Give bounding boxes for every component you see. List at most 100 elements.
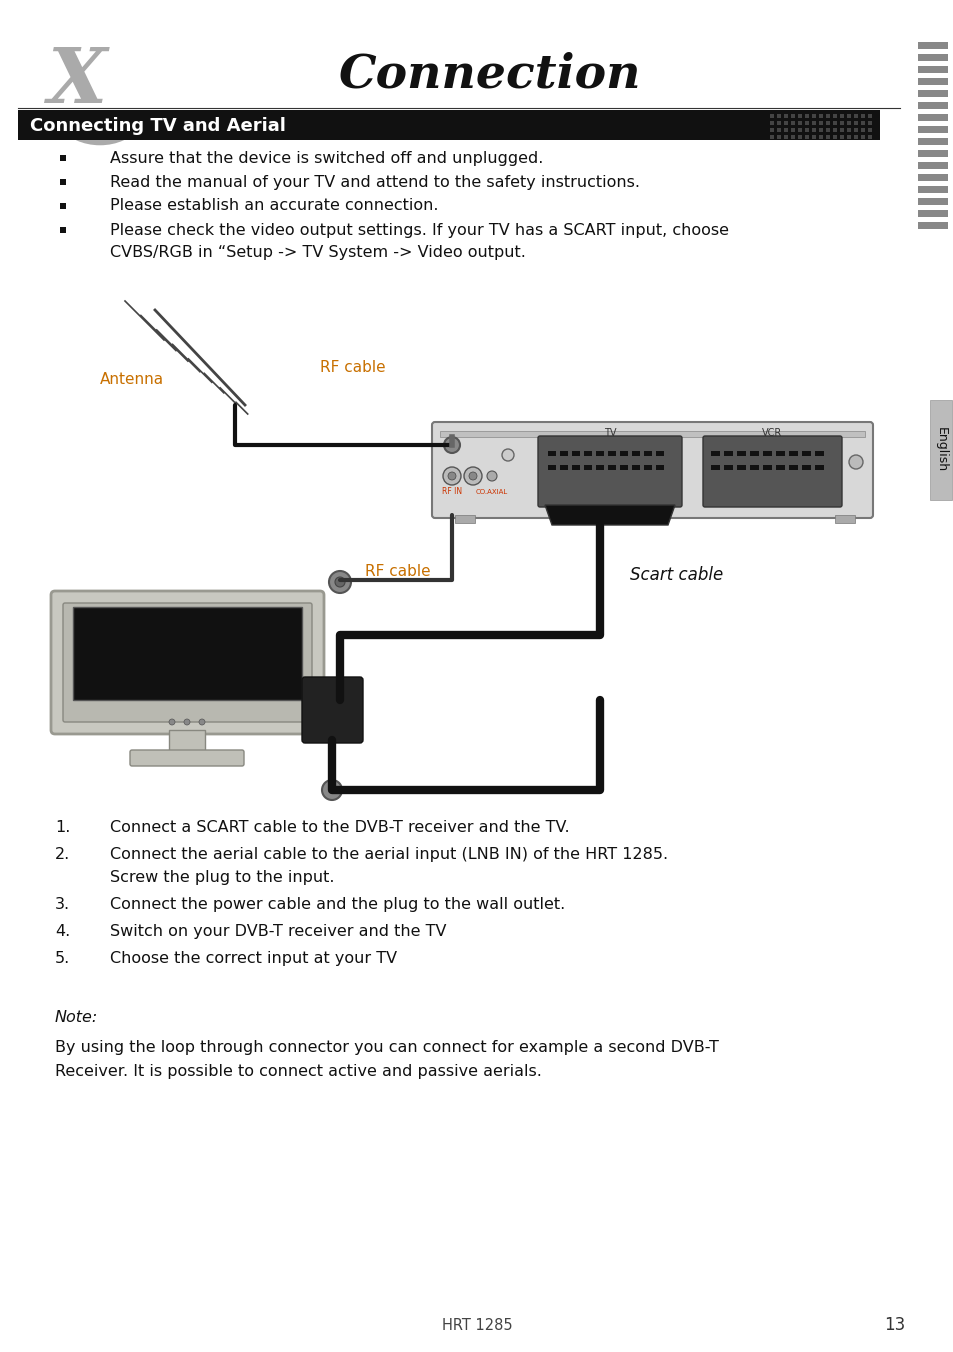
Circle shape	[169, 719, 174, 725]
Bar	[825, 120, 829, 124]
Bar	[840, 114, 843, 118]
Text: Switch on your DVB-T receiver and the TV: Switch on your DVB-T receiver and the TV	[110, 923, 446, 940]
Bar	[776, 120, 781, 124]
Bar	[769, 128, 773, 132]
Bar	[818, 114, 822, 118]
Bar	[929, 400, 951, 500]
Bar	[832, 114, 836, 118]
Bar	[656, 452, 663, 456]
Text: Screw the plug to the input.: Screw the plug to the input.	[110, 869, 335, 886]
Bar	[832, 135, 836, 139]
Bar	[656, 465, 663, 470]
Bar	[583, 465, 592, 470]
Bar	[818, 135, 822, 139]
Text: English: English	[934, 427, 946, 473]
Bar	[853, 114, 857, 118]
Bar	[825, 128, 829, 132]
Text: Connection: Connection	[338, 51, 640, 97]
Bar	[825, 135, 829, 139]
Circle shape	[448, 472, 456, 480]
Bar	[853, 128, 857, 132]
Bar	[917, 174, 947, 181]
Text: 13: 13	[882, 1315, 904, 1334]
FancyBboxPatch shape	[63, 603, 312, 722]
Bar	[769, 120, 773, 124]
Bar	[797, 114, 801, 118]
Text: Connect the power cable and the plug to the wall outlet.: Connect the power cable and the plug to …	[110, 896, 565, 913]
Text: Please establish an accurate connection.: Please establish an accurate connection.	[110, 199, 438, 214]
Bar	[853, 120, 857, 124]
Bar	[775, 452, 784, 456]
Bar	[643, 465, 651, 470]
Bar	[917, 78, 947, 85]
Bar	[825, 114, 829, 118]
Bar	[834, 515, 854, 523]
Bar	[790, 120, 794, 124]
Bar	[917, 150, 947, 157]
Text: Assure that the device is switched off and unplugged.: Assure that the device is switched off a…	[110, 150, 543, 165]
FancyBboxPatch shape	[432, 422, 872, 518]
Text: Receiver. It is possible to connect active and passive aerials.: Receiver. It is possible to connect acti…	[55, 1064, 541, 1079]
Circle shape	[463, 466, 481, 485]
Text: TV: TV	[603, 429, 616, 438]
Text: Please check the video output settings. If your TV has a SCART input, choose: Please check the video output settings. …	[110, 223, 728, 238]
Bar	[804, 114, 808, 118]
Bar	[861, 128, 864, 132]
Text: CO.AXIAL: CO.AXIAL	[476, 489, 508, 495]
Bar	[783, 114, 787, 118]
Bar	[797, 120, 801, 124]
Bar	[917, 187, 947, 193]
Bar	[818, 120, 822, 124]
Bar	[455, 515, 475, 523]
Bar	[643, 452, 651, 456]
Text: 1.: 1.	[55, 821, 71, 836]
Bar	[917, 66, 947, 73]
Bar	[790, 128, 794, 132]
Bar	[867, 120, 871, 124]
Bar	[790, 135, 794, 139]
Bar	[814, 465, 823, 470]
Text: 4.: 4.	[55, 923, 71, 940]
Bar	[917, 54, 947, 61]
Bar	[846, 120, 850, 124]
Bar	[769, 114, 773, 118]
Bar	[73, 607, 302, 700]
Bar	[801, 452, 810, 456]
Text: Antenna: Antenna	[100, 373, 164, 388]
Bar	[917, 42, 947, 49]
Bar	[783, 128, 787, 132]
Bar	[846, 135, 850, 139]
Bar	[762, 465, 771, 470]
Bar	[737, 452, 745, 456]
Bar	[804, 135, 808, 139]
Bar	[583, 452, 592, 456]
Text: VCR: VCR	[761, 429, 781, 438]
Bar	[169, 730, 205, 752]
Bar	[607, 452, 616, 456]
Bar	[917, 197, 947, 206]
Bar	[846, 114, 850, 118]
Text: Scart cable: Scart cable	[629, 566, 722, 584]
Bar	[867, 114, 871, 118]
Bar	[917, 126, 947, 132]
Text: Connect the aerial cable to the aerial input (LNB IN) of the HRT 1285.: Connect the aerial cable to the aerial i…	[110, 846, 667, 863]
Bar	[607, 465, 616, 470]
Bar	[776, 128, 781, 132]
Bar	[917, 91, 947, 97]
Bar	[710, 452, 720, 456]
Text: RF IN: RF IN	[441, 488, 461, 496]
Bar	[917, 210, 947, 218]
Circle shape	[335, 577, 345, 587]
Bar	[797, 128, 801, 132]
Bar	[917, 114, 947, 120]
Bar	[559, 452, 567, 456]
Text: 2.: 2.	[55, 846, 71, 863]
Bar	[867, 135, 871, 139]
Bar	[917, 162, 947, 169]
Bar	[776, 135, 781, 139]
Bar	[804, 120, 808, 124]
Bar	[788, 465, 797, 470]
Bar	[737, 465, 745, 470]
Text: Connecting TV and Aerial: Connecting TV and Aerial	[30, 118, 286, 135]
Bar	[804, 128, 808, 132]
